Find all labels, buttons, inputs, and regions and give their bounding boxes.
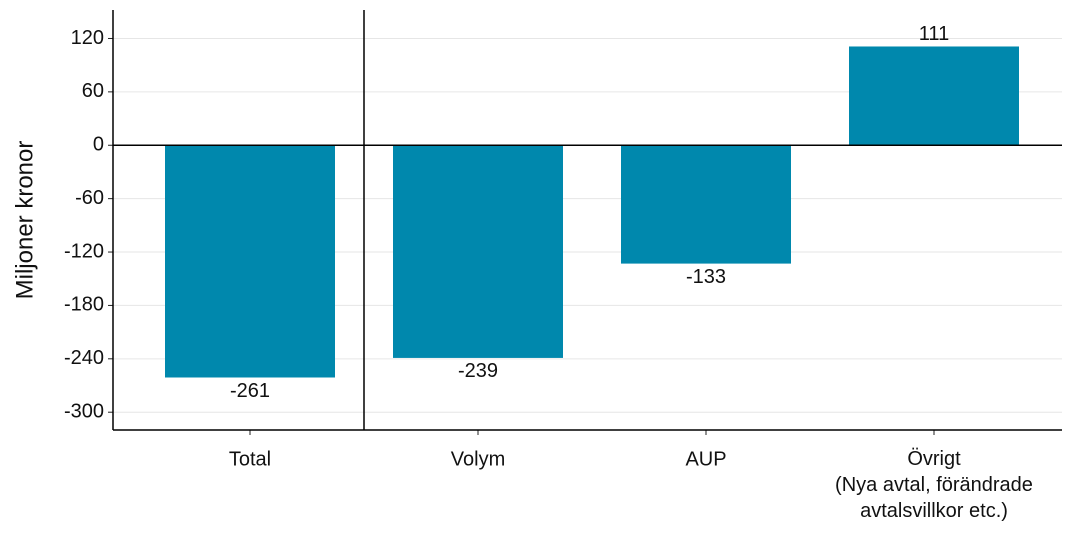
value-label: -239 bbox=[458, 360, 498, 382]
bar bbox=[393, 145, 563, 358]
y-tick-label: -300 bbox=[64, 400, 104, 422]
x-tick-label: Total bbox=[229, 448, 271, 470]
value-label: -261 bbox=[230, 380, 270, 402]
y-tick-label: -180 bbox=[64, 294, 104, 316]
y-tick-label: 120 bbox=[71, 27, 104, 49]
value-label: 111 bbox=[919, 23, 949, 45]
value-label: -133 bbox=[686, 266, 726, 288]
x-tick-label: Volym bbox=[451, 448, 505, 470]
y-tick-label: -240 bbox=[64, 347, 104, 369]
x-tick-label: AUP bbox=[685, 448, 726, 470]
y-tick-label: 0 bbox=[93, 134, 104, 156]
bar bbox=[621, 145, 791, 264]
x-tick-label: Övrigt (Nya avtal, förändrade avtalsvillko… bbox=[835, 448, 1033, 522]
bar bbox=[849, 46, 1019, 146]
y-tick-label: 60 bbox=[82, 80, 104, 102]
y-tick-label: -120 bbox=[64, 240, 104, 262]
y-tick-label: -60 bbox=[75, 187, 104, 209]
bar bbox=[165, 145, 335, 378]
y-axis-label: Miljoner kronor bbox=[11, 141, 38, 300]
